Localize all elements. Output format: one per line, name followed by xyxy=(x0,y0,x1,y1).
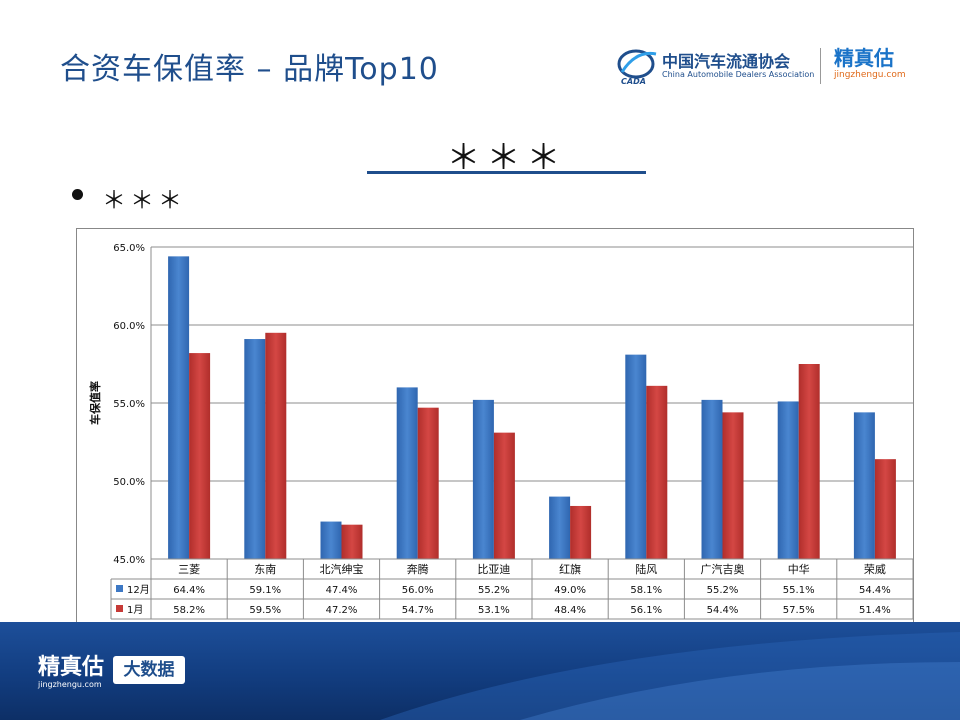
bar-1-9 xyxy=(874,459,896,559)
bar-1-4 xyxy=(493,432,515,559)
bar-1-2 xyxy=(341,524,363,559)
data-label: 56.0% xyxy=(402,585,434,596)
data-label: 53.1% xyxy=(478,605,510,616)
y-tick-label: 60.0% xyxy=(113,321,145,332)
data-label: 54.7% xyxy=(402,605,434,616)
cada-mark-text: CADA xyxy=(621,77,646,86)
bullet-dot-icon xyxy=(72,189,83,200)
footer-brand-name: 精真估 xyxy=(38,655,105,680)
bar-1-1 xyxy=(265,332,287,559)
data-label: 54.4% xyxy=(707,605,739,616)
cada-english-name: China Automobile Dealers Association xyxy=(662,70,815,79)
bar-1-7 xyxy=(722,412,744,559)
legend-label: 12月 xyxy=(127,584,150,596)
legend-swatch xyxy=(116,585,123,592)
category-label: 红旗 xyxy=(559,562,581,576)
data-label: 47.2% xyxy=(326,605,358,616)
jzg-url: jingzhengu.com xyxy=(834,70,906,80)
data-label: 59.5% xyxy=(249,605,281,616)
category-label: 东南 xyxy=(254,563,276,576)
category-label: 中华 xyxy=(788,562,810,576)
data-label: 64.4% xyxy=(173,585,205,596)
data-label: 55.1% xyxy=(783,585,815,596)
bar-0-7 xyxy=(701,399,723,559)
data-label: 48.4% xyxy=(554,605,586,616)
footer-badge: 大数据 xyxy=(113,656,185,684)
y-tick-label: 55.0% xyxy=(113,399,145,410)
data-label: 57.5% xyxy=(783,605,815,616)
data-label: 56.1% xyxy=(630,605,662,616)
y-tick-label: 50.0% xyxy=(113,477,145,488)
data-label: 54.4% xyxy=(859,585,891,596)
bar-chart: 三菱 东南 北汽绅宝 奔腾 比亚迪 红旗 陆风 广汽吉奥 中华 荣威 12月 64.4% 59.1% 47… xyxy=(88,243,914,620)
bar-1-8 xyxy=(798,364,820,559)
bar-0-2 xyxy=(320,521,342,559)
data-label: 55.2% xyxy=(478,585,510,596)
data-label: 55.2% xyxy=(707,585,739,596)
bar-0-6 xyxy=(625,354,647,559)
y-axis-label: 车保值率 xyxy=(88,381,102,425)
bar-0-5 xyxy=(549,496,571,559)
section-underline xyxy=(367,171,646,174)
cada-emblem-icon: CADA xyxy=(617,49,657,86)
category-label: 广汽吉奥 xyxy=(701,562,745,576)
footer-brand: 精真估 jingzhengu.com xyxy=(38,655,105,690)
logo-divider xyxy=(820,48,821,84)
bar-0-3 xyxy=(396,387,418,559)
category-label: 奔腾 xyxy=(407,562,429,576)
legend-label: 1月 xyxy=(127,604,143,616)
bar-1-5 xyxy=(570,505,592,559)
bar-0-0 xyxy=(168,256,190,559)
bar-0-1 xyxy=(244,339,266,559)
category-label: 三菱 xyxy=(178,563,200,576)
category-label: 北汽绅宝 xyxy=(320,562,364,576)
y-tick-label: 65.0% xyxy=(113,243,145,254)
jzg-logo: 精真估 jingzhengu.com xyxy=(834,46,944,86)
data-label: 58.2% xyxy=(173,605,205,616)
data-label: 51.4% xyxy=(859,605,891,616)
bar-1-3 xyxy=(417,407,439,559)
footer-brand-url: jingzhengu.com xyxy=(38,680,102,689)
data-label: 58.1% xyxy=(630,585,662,596)
bar-1-6 xyxy=(646,385,668,559)
jzg-name: 精真估 xyxy=(834,46,894,70)
bullet-text: ＊＊＊ xyxy=(102,186,186,214)
chart-frame: 三菱 东南 北汽绅宝 奔腾 比亚迪 红旗 陆风 广汽吉奥 中华 荣威 12月 64.4% 59.1% 47… xyxy=(76,228,914,627)
data-label: 49.0% xyxy=(554,585,586,596)
category-label: 荣威 xyxy=(864,563,886,576)
cada-logo: CADA 中国汽车流通协会 China Automobile Dealers A… xyxy=(616,46,814,86)
bar-0-8 xyxy=(777,401,799,559)
legend-swatch xyxy=(116,605,123,612)
category-label: 比亚迪 xyxy=(477,563,510,576)
bar-0-4 xyxy=(472,399,494,559)
bar-1-0 xyxy=(189,353,211,559)
category-label: 陆风 xyxy=(635,562,657,576)
bar-0-9 xyxy=(853,412,875,559)
footer-wave-decoration xyxy=(380,632,960,720)
cada-name: 中国汽车流通协会 xyxy=(662,52,791,71)
page-title: 合资车保值率 – 品牌Top10 xyxy=(60,52,439,87)
data-label: 59.1% xyxy=(249,585,281,596)
y-tick-label: 45.0% xyxy=(113,555,145,566)
data-label: 47.4% xyxy=(326,585,358,596)
